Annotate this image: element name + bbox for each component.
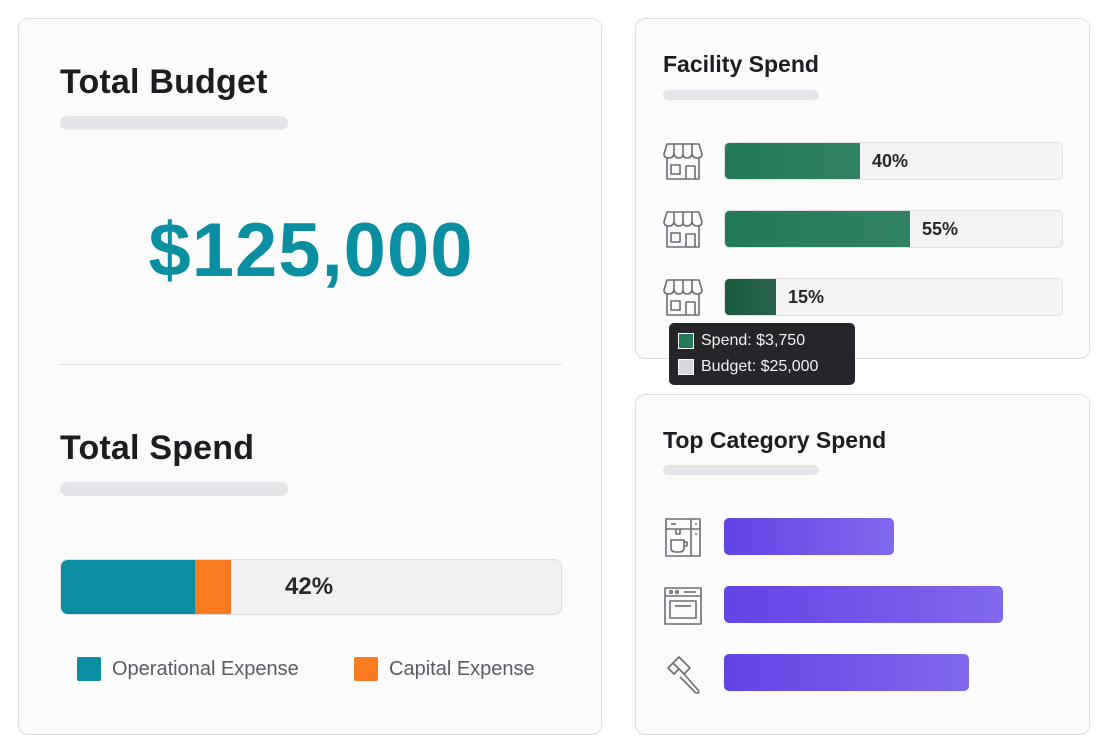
facility-bar[interactable]: 40% <box>724 142 1063 180</box>
category-bar[interactable] <box>724 518 894 555</box>
operational-expense-segment[interactable] <box>61 560 195 614</box>
storefront-icon <box>663 211 703 248</box>
tooltip-budget-row: Budget: $25,000 <box>678 354 846 380</box>
total-budget-value: $125,000 <box>148 208 474 293</box>
coffee-machine-icon <box>665 518 701 557</box>
legend-label: Capital Expense <box>389 657 535 680</box>
tooltip-budget-label: Budget: $25,000 <box>701 358 819 375</box>
oven-icon <box>664 587 702 625</box>
top-category-spend-title: Top Category Spend <box>663 427 887 453</box>
facility-bar-fill[interactable] <box>725 279 776 315</box>
facility-spend-card: Facility Spend 40% 55% <box>635 18 1090 359</box>
hammer-icon <box>667 656 700 694</box>
legend-item-operational: Operational Expense <box>77 657 299 681</box>
spend-swatch <box>678 333 694 349</box>
tooltip-spend-label: Spend: $3,750 <box>701 332 806 349</box>
category-bar[interactable] <box>724 654 969 691</box>
capital-expense-swatch <box>354 657 378 681</box>
facility-tooltip: Spend: $3,750 Budget: $25,000 <box>669 323 855 385</box>
budget-swatch <box>678 359 694 375</box>
total-budget-title: Total Budget <box>60 63 268 101</box>
facility-bar-fill[interactable] <box>725 143 860 179</box>
section-divider <box>60 364 562 365</box>
operational-expense-swatch <box>77 657 101 681</box>
total-spend-percent: 42% <box>285 573 334 600</box>
facility-bar-label: 40% <box>872 151 909 171</box>
total-spend-title: Total Spend <box>60 429 255 467</box>
capital-expense-segment[interactable] <box>195 560 231 614</box>
legend-item-capital: Capital Expense <box>354 657 535 681</box>
facility-bar-fill[interactable] <box>725 211 910 247</box>
top-category-spend-card: Top Category Spend <box>635 394 1090 735</box>
tooltip-spend-row: Spend: $3,750 <box>678 328 846 354</box>
facility-bar[interactable]: 55% <box>724 210 1063 248</box>
storefront-icon <box>663 143 703 180</box>
storefront-icon <box>663 279 703 316</box>
total-spend-bar[interactable]: 42% <box>60 559 562 615</box>
total-spend-subtitle-placeholder <box>60 482 288 496</box>
legend-label: Operational Expense <box>112 657 299 680</box>
facility-bar[interactable]: 15% <box>724 278 1063 316</box>
category-bar[interactable] <box>724 586 1003 623</box>
total-budget-subtitle-placeholder <box>60 116 288 130</box>
top-category-subtitle-placeholder <box>663 465 819 475</box>
facility-spend-title: Facility Spend <box>663 51 819 77</box>
budget-summary-card: Total Budget $125,000 Total Spend 42% Op… <box>18 18 602 735</box>
facility-bar-label: 15% <box>788 287 825 307</box>
facility-bar-label: 55% <box>922 219 959 239</box>
facility-spend-subtitle-placeholder <box>663 90 819 100</box>
